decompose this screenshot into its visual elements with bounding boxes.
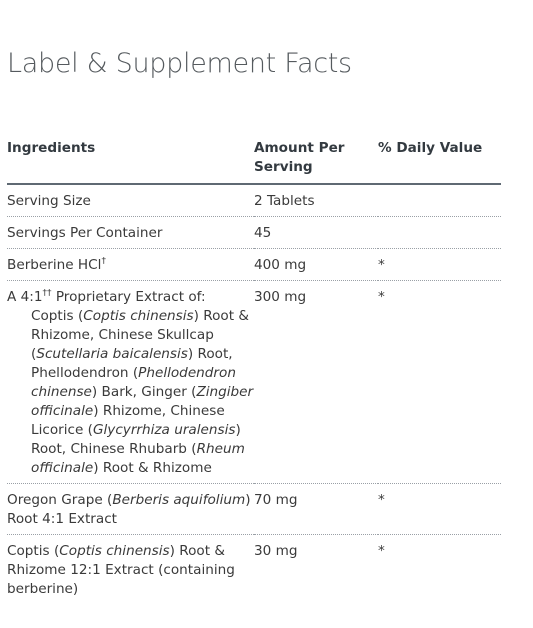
header-ingredients: Ingredients	[7, 138, 254, 185]
table-row: Oregon Grape (Berberis aquifolium) Root …	[7, 483, 501, 535]
table-row: Coptis (Coptis chinensis) Root & Rhizome…	[7, 535, 501, 605]
botanical-name: Rheum officinale	[31, 441, 245, 476]
daily-value-cell: *	[378, 248, 501, 281]
dagger-footnote-mark: †	[101, 256, 106, 267]
page-title: Label & Supplement Facts	[7, 48, 352, 79]
ingredient-cell: Serving Size	[7, 184, 254, 217]
header-amount-per-serving: Amount Per Serving	[254, 138, 378, 185]
ingredient-cell: A 4:1†† Proprietary Extract of: Coptis (…	[7, 280, 254, 484]
amount-cell: 70 mg	[254, 483, 378, 535]
botanical-name: Berberis aquifolium	[112, 492, 246, 508]
amount-cell: 30 mg	[254, 543, 298, 559]
header-amount-line2: Serving	[254, 159, 313, 175]
table-row: A 4:1†† Proprietary Extract of: Coptis (…	[7, 280, 501, 484]
botanical-name: Zingiber officinale	[31, 384, 254, 419]
ingredient-cell: Oregon Grape (Berberis aquifolium) Root …	[7, 483, 254, 535]
ingredient-name: Berberine HCl	[7, 257, 102, 273]
amount-cell: 400 mg	[254, 248, 378, 281]
table-row: Servings Per Container 45	[7, 216, 501, 249]
ingredient-cell: Servings Per Container	[7, 216, 254, 249]
table-row: Berberine HCl† 400 mg *	[7, 248, 501, 281]
botanical-name: Phellodendron chinense	[31, 365, 236, 400]
header-amount-line1: Amount Per	[254, 140, 345, 156]
ingredient-cell: Coptis (Coptis chinensis) Root & Rhizome…	[7, 543, 235, 597]
supplement-facts-table: Ingredients Amount Per Serving % Daily Va…	[7, 138, 501, 604]
botanical-name: Glycyrrhiza uralensis	[92, 422, 236, 438]
ratio-prefix: A 4:1	[7, 289, 43, 305]
daily-value-cell: *	[378, 280, 501, 484]
table-header: Ingredients Amount Per Serving % Daily Va…	[7, 138, 501, 185]
botanical-name: Coptis chinensis	[83, 308, 194, 324]
daily-value-cell	[378, 216, 501, 249]
amount-cell: 45	[254, 216, 378, 249]
amount-cell: 300 mg	[254, 280, 378, 484]
botanical-name: Scutellaria baicalensis	[36, 346, 188, 362]
botanical-name: Coptis chinensis	[59, 543, 170, 559]
table-row: Serving Size 2 Tablets	[7, 184, 501, 217]
header-row: Ingredients Amount Per Serving % Daily Va…	[7, 138, 501, 185]
daily-value-cell: *	[378, 543, 385, 559]
amount-cell: 2 Tablets	[254, 184, 378, 217]
daily-value-cell	[378, 184, 501, 217]
proprietary-extract-heading: A 4:1†† Proprietary Extract of:	[7, 288, 254, 307]
daily-value-cell: *	[378, 483, 501, 535]
header-daily-value: % Daily Value	[378, 138, 501, 185]
proprietary-blend-ingredients: Coptis (Coptis chinensis) Root & Rhizome…	[31, 308, 254, 476]
double-dagger-footnote-mark: ††	[42, 288, 52, 299]
proprietary-extract-label: Proprietary Extract of:	[51, 289, 206, 305]
ingredient-cell: Berberine HCl†	[7, 248, 254, 281]
